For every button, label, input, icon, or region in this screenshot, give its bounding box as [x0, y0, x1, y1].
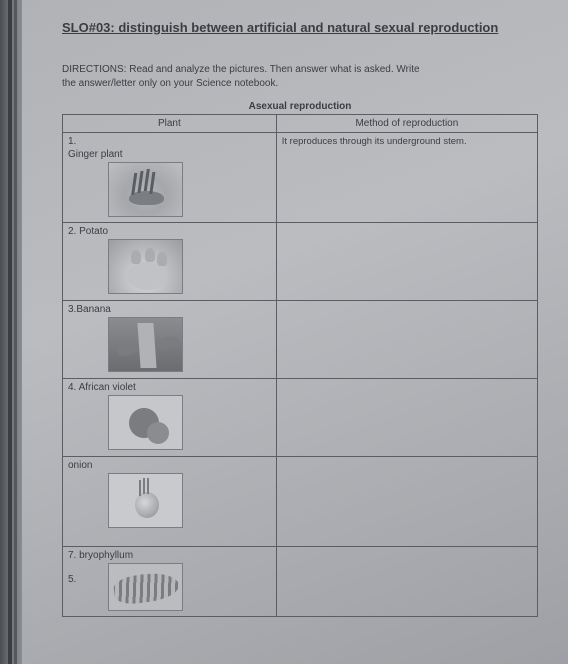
header-method: Method of reproduction	[276, 115, 537, 133]
ginger-image	[108, 162, 183, 217]
onion-image	[108, 473, 183, 528]
method-cell-empty	[276, 223, 537, 301]
page-title: SLO#03: distinguish between artificial a…	[62, 20, 538, 35]
bryophyllum-image	[108, 563, 183, 611]
plant-name: bryophyllum	[79, 550, 133, 561]
plant-name: Ginger plant	[68, 149, 271, 160]
notebook-binding	[0, 0, 22, 664]
method-cell-empty	[276, 457, 537, 547]
table-caption: Asexual reproduction	[62, 101, 538, 112]
method-cell-empty	[276, 301, 537, 379]
row-number: 1.	[68, 136, 271, 147]
potato-image	[108, 239, 183, 294]
directions-line1: DIRECTIONS: Read and analyze the picture…	[62, 64, 420, 75]
header-plant: Plant	[63, 115, 277, 133]
directions-text: DIRECTIONS: Read and analyze the picture…	[62, 63, 538, 91]
row-number: 7.	[68, 550, 76, 561]
table-row: 3.Banana	[63, 301, 538, 379]
table-header-row: Plant Method of reproduction	[63, 115, 538, 133]
method-text: It reproduces through its underground st…	[282, 136, 532, 147]
violet-image	[108, 395, 183, 450]
plant-name: African violet	[79, 382, 136, 393]
method-cell-empty	[276, 379, 537, 457]
worksheet-page: SLO#03: distinguish between artificial a…	[22, 0, 568, 627]
directions-line2: the answer/letter only on your Science n…	[62, 78, 278, 89]
plant-name: Potato	[79, 226, 108, 237]
reproduction-table: Plant Method of reproduction 1. Ginger p…	[62, 114, 538, 617]
table-row: 7. bryophyllum	[63, 547, 538, 617]
table-row: 2. Potato	[63, 223, 538, 301]
table-row: 1. Ginger plant It reproduces through it…	[63, 133, 538, 223]
table-row: onion 5.	[63, 457, 538, 547]
table-row: 4. African violet	[63, 379, 538, 457]
method-cell-empty	[276, 547, 537, 617]
banana-image	[108, 317, 183, 372]
row-number: 2.	[68, 226, 76, 237]
plant-name: Banana	[76, 304, 110, 315]
row-number: 4.	[68, 382, 76, 393]
plant-name: onion	[68, 460, 271, 471]
